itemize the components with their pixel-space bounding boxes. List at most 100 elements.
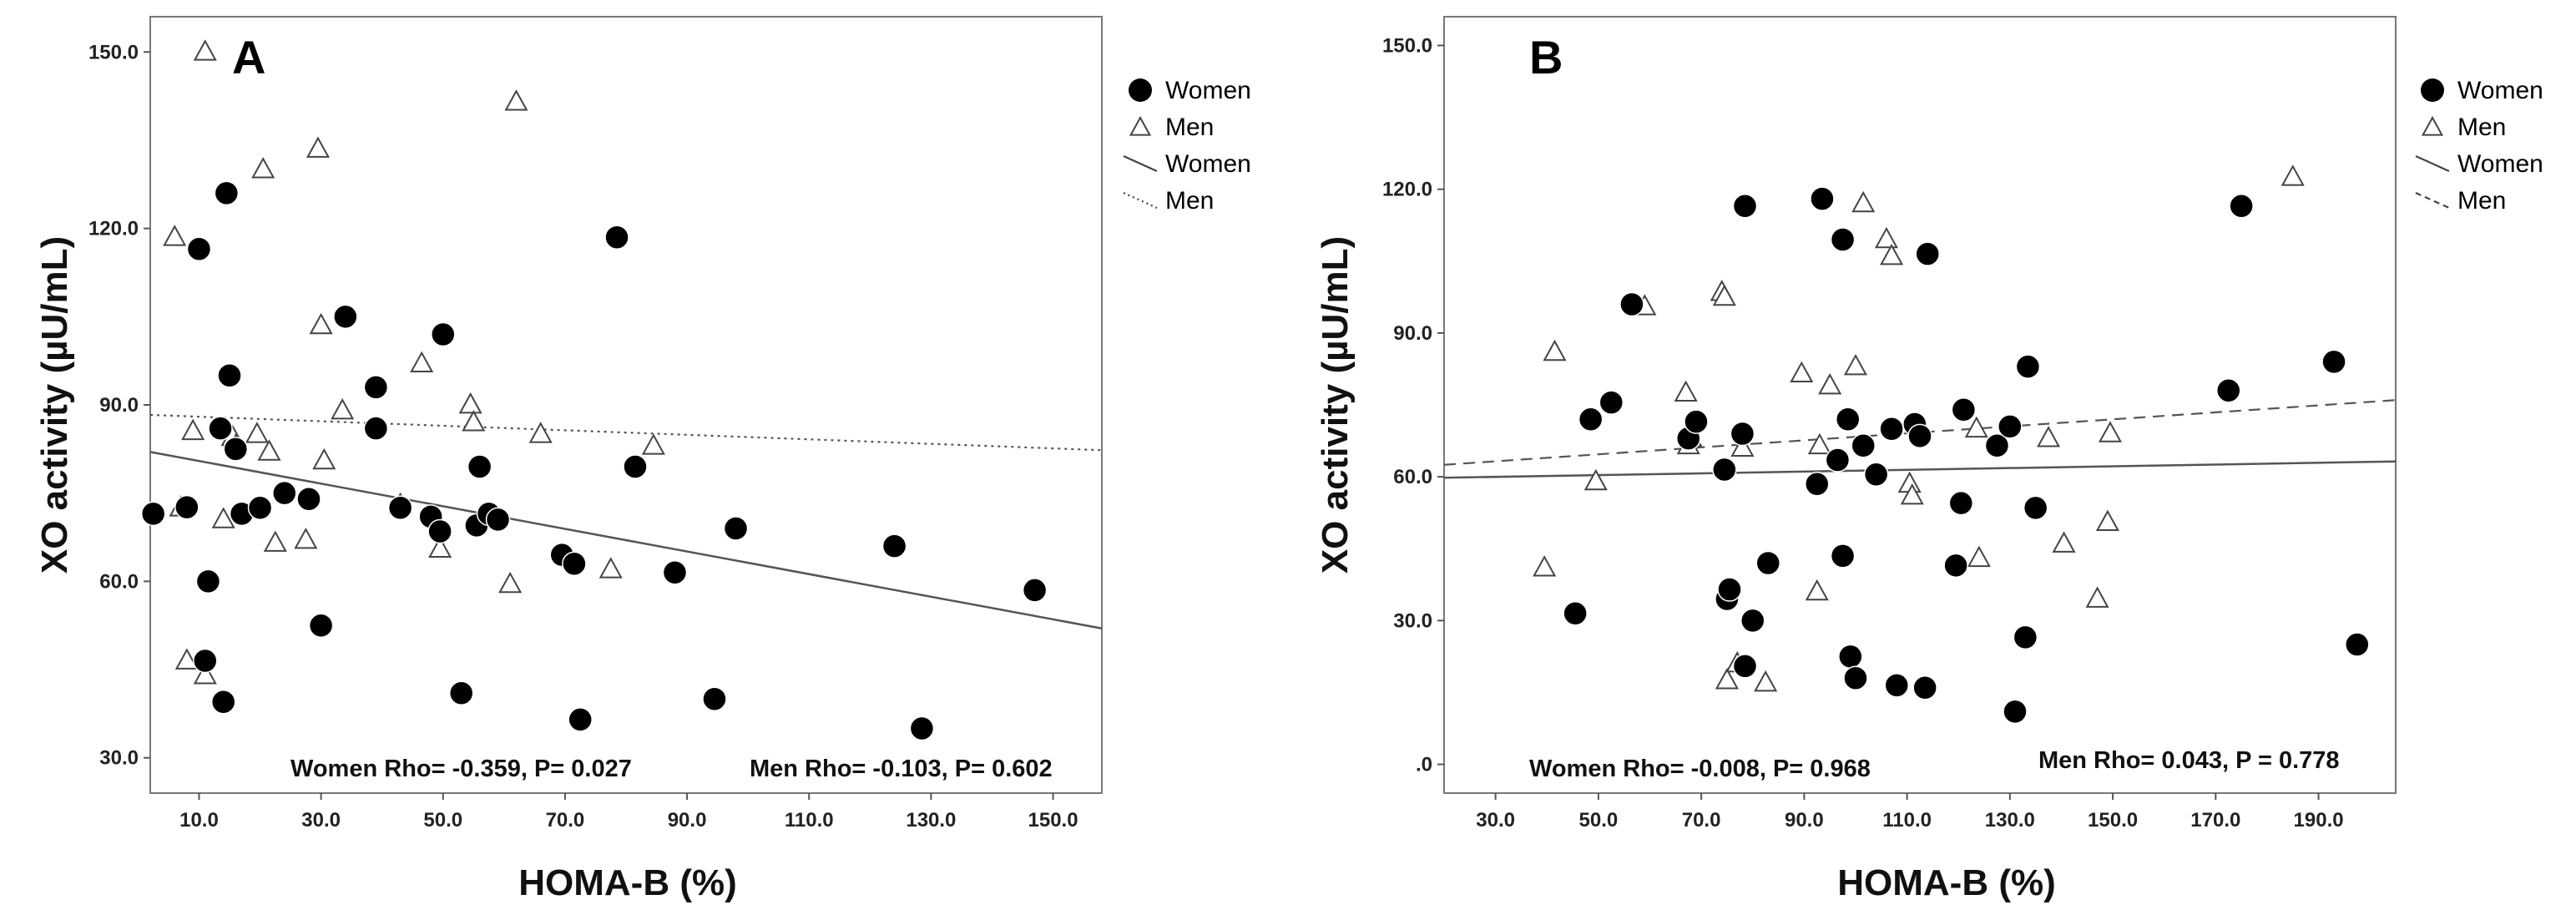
- panel-b-point-women: [1732, 194, 1758, 219]
- panel-a-point-men: [498, 571, 523, 594]
- panel-a-point-women: [881, 533, 907, 559]
- panel-b-legend-line-solid-symbol: [2415, 154, 2450, 173]
- panel-a-point-women: [562, 551, 587, 576]
- panel-a-x-tick-label: 10.0: [179, 809, 219, 832]
- panel-b-point-women: [1907, 423, 1932, 449]
- panel-a-point-men: [163, 225, 187, 246]
- panel-b-point-women: [2321, 349, 2346, 375]
- panel-a-point-men: [462, 410, 486, 432]
- panel-b-point-women: [1943, 553, 1968, 579]
- panel-b-y-tick-label: 60.0: [1393, 466, 1432, 488]
- panel-a-point-women: [186, 236, 212, 262]
- panel-b-point-women: [1915, 241, 1940, 266]
- panel-b-x-axis-title: HOMA-B (%): [1837, 862, 2056, 903]
- panel-a-legend-marker-circle-symbol: [1129, 78, 1152, 102]
- panel-b-point-men: [1715, 668, 1739, 690]
- panel-b-point-men: [1712, 284, 1736, 306]
- panel-b-point-men: [2037, 426, 2061, 447]
- panel-b-point-women: [1879, 416, 1904, 442]
- panel-b-point-women: [1599, 390, 1624, 415]
- panel-b-women-stats: Women Rho= -0.008, P= 0.968: [1529, 756, 1871, 782]
- panel-b-y-axis-title: XO activity (µU/mL): [1315, 236, 1356, 574]
- panel-b-x-tick-label: 30.0: [1476, 809, 1515, 832]
- panel-b-point-men: [1843, 354, 1868, 376]
- panel-b-point-women: [1838, 644, 1863, 670]
- panel-a-x-tick-label: 150.0: [1028, 809, 1078, 832]
- panel-a-point-men: [306, 136, 331, 158]
- panel-b-legend: Women Men Women Men: [2415, 77, 2543, 215]
- panel-b-point-men: [1543, 339, 1567, 361]
- panel-b-point-men: [2052, 531, 2076, 553]
- panel-b-legend-marker-triangle-label: Men: [2457, 114, 2506, 141]
- panel-b-point-women: [1740, 608, 1765, 634]
- panel-b-x-tick-label: 170.0: [2190, 809, 2240, 832]
- panel-a-x-tick-label: 110.0: [785, 809, 834, 832]
- panel-b-point-women: [1578, 407, 1604, 432]
- panel-a-point-women: [247, 495, 273, 521]
- panel-a-point-women: [467, 454, 492, 479]
- panel-a-point-women: [140, 501, 166, 527]
- panel-a-point-women: [909, 715, 935, 741]
- panel-b-point-men: [1818, 372, 1842, 395]
- panel-b-point-men: [2281, 164, 2305, 186]
- panel-b-x-tick-label: 130.0: [1985, 809, 2035, 832]
- panel-a-point-men: [245, 422, 269, 443]
- panel-a-point-women: [387, 495, 413, 521]
- panel-a-point-men: [263, 530, 287, 552]
- panel-b-point-women: [1851, 433, 1876, 458]
- panel-a-point-women: [662, 560, 688, 585]
- panel-a-x-tick-label: 50.0: [423, 809, 462, 832]
- panel-a-y-tick-label: 90.0: [99, 394, 139, 417]
- panel-a-point-men: [193, 663, 217, 685]
- panel-b-point-women: [2229, 194, 2254, 219]
- panel-b-point-men: [1533, 555, 1557, 577]
- panel-a-legend-line-solid-symbol: [1123, 154, 1158, 173]
- panel-a-point-women: [195, 569, 221, 594]
- panel-a-point-men: [257, 439, 281, 461]
- panel-a-fit-line-women: [149, 451, 1103, 629]
- panel-b-point-men: [1967, 545, 1991, 568]
- panel-a-point-men: [294, 527, 318, 549]
- panel-b-point-women: [1843, 665, 1868, 690]
- panel-b-y-tick-label: 30.0: [1393, 609, 1432, 632]
- panel-a-point-men: [410, 351, 434, 373]
- panel-b-point-women: [1998, 414, 2023, 439]
- panel-a-legend-marker-triangle-symbol: [1129, 115, 1152, 136]
- panel-b-point-men: [2095, 509, 2119, 532]
- panel-a-y-tick-label: 150.0: [88, 41, 139, 63]
- panel-a-y-axis-title: XO activity (µU/mL): [34, 236, 75, 574]
- panel-a-point-men: [504, 89, 528, 111]
- panel-b-point-women: [1830, 227, 1856, 252]
- panel-b-point-men: [1805, 579, 1829, 601]
- panel-b-point-women: [2345, 632, 2370, 657]
- panel-a-point-women: [623, 454, 648, 479]
- panel-b-y-tick-label: .0: [1416, 754, 1432, 776]
- panel-a-point-men: [312, 447, 336, 470]
- panel-a-point-women: [214, 180, 240, 206]
- panel-a-point-women: [208, 416, 233, 441]
- panel-a-point-men: [174, 648, 199, 670]
- panel-b-point-women: [1712, 457, 1737, 483]
- panel-b-x-tick-label: 70.0: [1682, 809, 1721, 832]
- panel-b-point-women: [2023, 495, 2048, 521]
- panel-a-point-men: [309, 312, 333, 335]
- panel-b-point-women: [1825, 447, 1851, 473]
- panel-b-x-tick-label: 110.0: [1882, 809, 1932, 832]
- panel-a-point-women: [296, 486, 321, 512]
- panel-b-label: B: [1529, 31, 1563, 83]
- panel-b-point-women: [1755, 550, 1780, 576]
- panel-b-point-women: [2003, 699, 2028, 725]
- panel-a-plot-area: [149, 16, 1103, 794]
- panel-b-point-men: [1880, 243, 1904, 265]
- panel-b-point-men: [1900, 483, 1924, 505]
- panel-a-point-women: [210, 690, 236, 715]
- panel-a-point-women: [485, 507, 511, 533]
- panel-b-y-tick-label: 120.0: [1382, 179, 1432, 201]
- panel-b-legend-line-dashed-symbol: [2415, 191, 2450, 210]
- panel-a-legend-marker-circle-label: Women: [1165, 77, 1251, 104]
- panel-a-point-women: [431, 321, 456, 347]
- panel-b-point-women: [2015, 354, 2041, 379]
- panel-b-point-men: [1674, 380, 1698, 402]
- panel-b-point-women: [1810, 186, 1835, 211]
- panel-a-point-women: [363, 416, 389, 441]
